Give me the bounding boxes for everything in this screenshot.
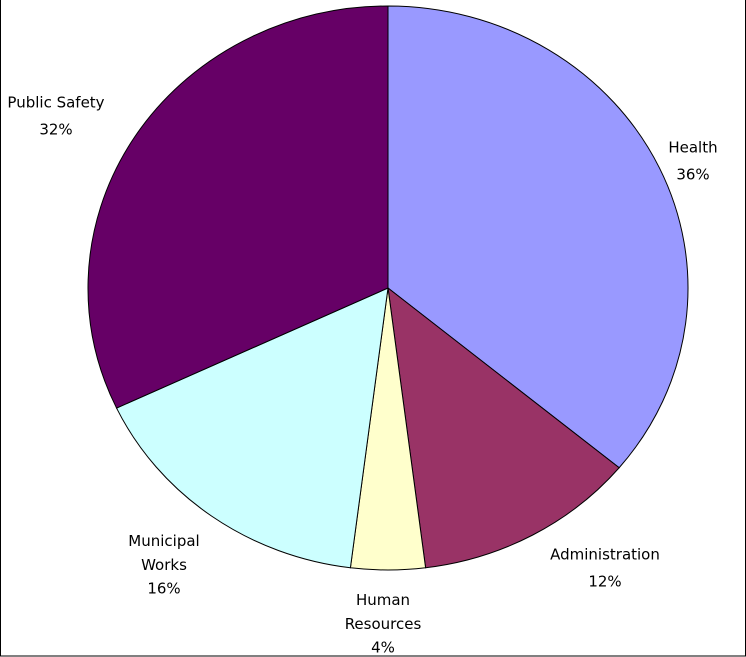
slice-label-name: Human Resources — [345, 591, 422, 633]
slice-label-name: Health — [668, 139, 717, 157]
slice-label-name: Municipal Works — [128, 532, 199, 574]
slice-label-line: Municipal — [128, 532, 199, 550]
slice-label-name: Public Safety — [7, 94, 104, 112]
slice-label-value: 32% — [39, 121, 72, 139]
pie-slice — [87, 5, 389, 409]
slice-label: Human Resources 4% — [345, 591, 422, 657]
slice-label-value: 36% — [676, 166, 709, 184]
slice-label: Administration 12% — [550, 546, 660, 591]
slice-label-line: Works — [141, 556, 187, 574]
slice-label-value: 12% — [588, 573, 621, 591]
pie-slice — [387, 5, 689, 469]
slice-label-name: Administration — [550, 546, 660, 564]
slice-label: Public Safety 32% — [7, 94, 104, 139]
slice-label: Municipal Works 16% — [128, 532, 199, 598]
pie-slice — [115, 287, 389, 569]
slice-label: Health 36% — [668, 139, 717, 184]
slice-label-value: 4% — [371, 639, 395, 657]
slice-label-line: Resources — [345, 615, 422, 633]
slice-label-value: 16% — [147, 580, 180, 598]
pie-slice — [387, 286, 620, 569]
slice-label-line: Human — [356, 591, 410, 609]
